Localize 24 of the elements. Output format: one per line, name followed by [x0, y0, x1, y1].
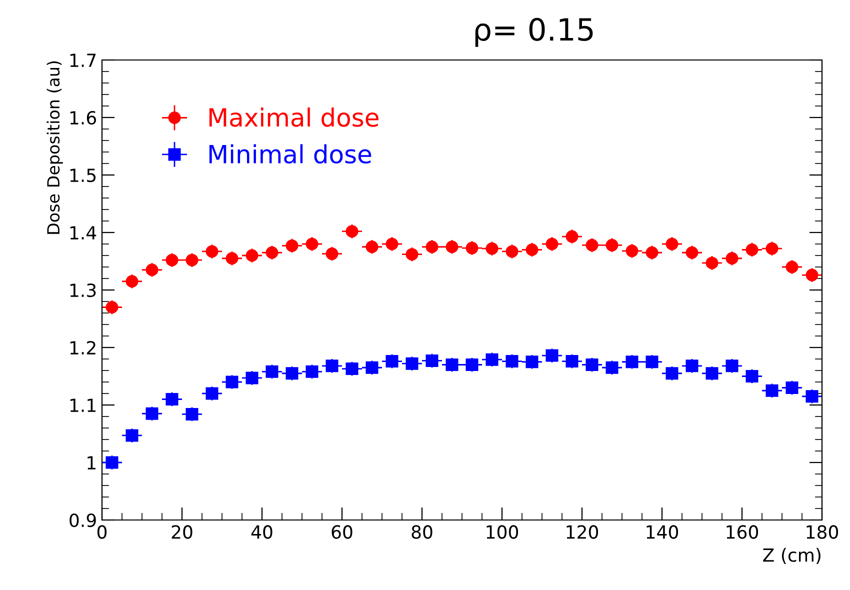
y-tick-label: 1.2 — [70, 340, 96, 354]
y-tick-label: 1.5 — [70, 168, 96, 182]
y-tick-label: 0.9 — [70, 513, 96, 528]
chart-title: ρ= 0.15 — [475, 18, 593, 47]
legend-label: Minimal dose — [209, 144, 372, 164]
x-tick-label: 40 — [251, 525, 272, 539]
x-tick-label: 20 — [172, 525, 192, 539]
x-tick-label: 0 — [97, 525, 107, 539]
y-tick-label: 1.3 — [70, 283, 96, 298]
y-tick-label: 1.4 — [70, 226, 96, 240]
x-axis-title: Z (cm) — [763, 548, 820, 564]
x-tick-label: 120 — [566, 525, 598, 539]
x-tick-label: 80 — [412, 525, 432, 539]
x-tick-label: 100 — [486, 525, 518, 539]
x-tick-label: 60 — [332, 525, 352, 539]
x-tick-label: 140 — [646, 525, 678, 539]
legend-label: Maximal dose — [209, 108, 378, 127]
y-tick-label: 1 — [88, 456, 96, 470]
y-tick-label: 1.1 — [70, 398, 96, 412]
x-tick-label: 180 — [806, 525, 838, 539]
y-tick-label: 1.6 — [70, 110, 96, 125]
y-tick-label: 1.7 — [70, 54, 96, 67]
x-tick-label: 160 — [726, 525, 758, 539]
y-axis-title: Dose Deposition (au) — [46, 61, 63, 234]
